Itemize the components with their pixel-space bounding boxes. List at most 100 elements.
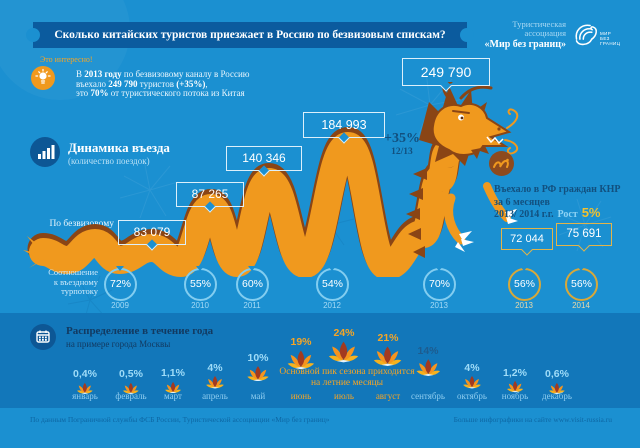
fact-segment: это bbox=[76, 88, 91, 98]
logo-line2: ассоциация bbox=[524, 28, 566, 38]
ratio-year: 2009 bbox=[111, 301, 129, 310]
seasonal-subtitle: на примере города Москвы bbox=[66, 339, 171, 349]
fact-segment: 2013 году bbox=[84, 69, 122, 79]
fact-segment: В bbox=[76, 69, 85, 79]
fact-segment: от туристического потока из Китая bbox=[108, 88, 245, 98]
lotus-icon bbox=[462, 375, 482, 389]
month-label: февраль bbox=[115, 391, 147, 401]
ratio-circle: 60% bbox=[236, 268, 269, 301]
ratio-year: 2014 bbox=[572, 301, 590, 310]
ratio-label: Соотношение к въездному турпотоку bbox=[48, 267, 98, 296]
logo-line1: Туристическая bbox=[512, 19, 566, 29]
page-title: Сколько китайских туристов приезжает в Р… bbox=[54, 29, 446, 41]
ribbon-notch-right bbox=[460, 28, 474, 42]
ratio-year: 2013 bbox=[515, 301, 533, 310]
fact-segment: 249 790 bbox=[108, 78, 138, 89]
ratio-circle-notch bbox=[196, 266, 204, 271]
dragon-neck-spikes bbox=[406, 168, 427, 258]
growth-period: 12/13 bbox=[391, 147, 413, 157]
footer-link[interactable]: Больше инфографики на сайте www.visit-ru… bbox=[453, 415, 612, 424]
lotus-icon bbox=[415, 358, 442, 376]
month-label: март bbox=[164, 391, 182, 401]
ratio-circle: 72% bbox=[104, 268, 137, 301]
value-callout: 75 691 bbox=[556, 223, 612, 252]
ratio-circle: 55% bbox=[184, 268, 217, 301]
month-label: май bbox=[250, 391, 266, 401]
logo-mark-line: БЕЗ bbox=[600, 36, 610, 41]
callout-value: 249 790 bbox=[420, 64, 472, 80]
lotus-icon bbox=[548, 381, 566, 394]
fact-segment: въехало bbox=[76, 78, 109, 89]
month-percent: 4% bbox=[464, 362, 480, 374]
swan-logo-icon bbox=[575, 24, 597, 46]
footer-source: По данным Пограничной службы ФСБ России,… bbox=[30, 415, 330, 424]
lotus-icon bbox=[327, 340, 360, 363]
ratio-circle-notch bbox=[248, 266, 256, 271]
month-label: октябрь bbox=[457, 391, 487, 401]
ratio-circle-notch bbox=[116, 266, 124, 271]
ratio-circle-notch bbox=[328, 266, 336, 271]
lotus-icon bbox=[372, 345, 403, 367]
lotus-icon bbox=[76, 381, 94, 395]
dragon-tail-tuft bbox=[23, 236, 45, 268]
fact-segment: туристов bbox=[137, 78, 177, 89]
value-callout: 83 079 bbox=[118, 220, 186, 251]
ratio-circle-notch bbox=[520, 266, 528, 271]
month-percent: 0,6% bbox=[545, 367, 569, 380]
callout-value: 75 691 bbox=[566, 228, 602, 240]
month-label: ноябрь bbox=[501, 391, 529, 401]
lotus-icon bbox=[205, 375, 225, 389]
month-percent: 21% bbox=[377, 332, 399, 345]
month-label: январь bbox=[72, 391, 98, 401]
association-logo-text: Туристическая ассоциация «Мир без границ… bbox=[484, 19, 566, 50]
callout-value: 72 044 bbox=[510, 233, 544, 245]
lotus-icon bbox=[122, 381, 140, 394]
month-label: июль bbox=[334, 391, 354, 401]
seasonal-title: Распределение в течение года bbox=[66, 325, 214, 337]
lotus-icon bbox=[286, 349, 316, 370]
fact-segment: по безвизовому каналу в Россию bbox=[121, 69, 250, 79]
month-label: август bbox=[375, 391, 401, 401]
knr-text: Въехало в РФ граждан КНР за 6 месяцев 20… bbox=[494, 184, 621, 220]
lotus-icon bbox=[506, 380, 524, 393]
logo-mark-line: МИР bbox=[600, 31, 612, 36]
fact-label: Это интересно! bbox=[40, 55, 93, 64]
fact-line: это 70% от туристического потока из Кита… bbox=[76, 88, 271, 99]
dragon-body bbox=[29, 132, 461, 277]
growth-note: +35% 12/13 bbox=[380, 131, 424, 157]
month-percent: 14% bbox=[417, 344, 439, 357]
logo-mark-line: ГРАНИЦ bbox=[600, 41, 621, 46]
ribbon-notch-left bbox=[26, 28, 40, 42]
month-percent: 24% bbox=[333, 327, 355, 339]
lotus-icon bbox=[246, 365, 270, 382]
calendar-icon bbox=[30, 324, 56, 350]
peak-note: Основной пик сезона приходится на летние… bbox=[279, 367, 415, 388]
fact-segment: , bbox=[205, 78, 208, 89]
bar-chart-icon bbox=[30, 137, 60, 167]
logo-line3: «Мир без границ» bbox=[484, 39, 566, 50]
value-callout: 72 044 bbox=[501, 228, 553, 256]
ratio-circle-notch bbox=[435, 266, 443, 271]
ratio-year: 2013 bbox=[430, 301, 448, 310]
dynamics-subtitle: (количество поездок) bbox=[68, 156, 150, 166]
value-callout: 140 346 bbox=[226, 146, 302, 177]
callout-value: 140 346 bbox=[242, 151, 286, 165]
month-percent: 19% bbox=[290, 335, 312, 348]
month-percent: 0,5% bbox=[119, 368, 143, 381]
dynamics-title: Динамика въезда bbox=[68, 140, 170, 155]
seasonal-band bbox=[0, 313, 640, 408]
lotus-icon bbox=[164, 380, 182, 393]
month-label: сентябрь bbox=[410, 391, 446, 401]
ratio-year: 2012 bbox=[323, 301, 341, 310]
month-label: июнь bbox=[290, 391, 312, 401]
value-callout: 249 790 bbox=[402, 58, 490, 92]
value-callout: 184 993 bbox=[303, 112, 385, 144]
month-percent: 0,4% bbox=[73, 368, 97, 381]
ratio-circle: 56% bbox=[565, 268, 598, 301]
growth-5-label: Рост 5% bbox=[557, 205, 601, 220]
callout-value: 83 079 bbox=[133, 225, 171, 239]
fact-segment: (+35%) bbox=[176, 78, 206, 89]
growth-value: +35% bbox=[384, 131, 420, 146]
fact-line: В 2013 году по безвизовому каналу в Росс… bbox=[76, 69, 271, 80]
